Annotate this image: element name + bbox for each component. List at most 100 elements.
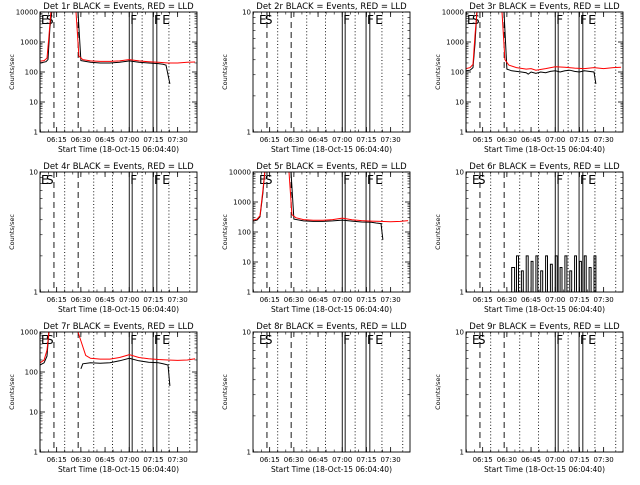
panel-title: Det 1r BLACK = Events, RED = LLD: [43, 2, 194, 12]
marker-label: E: [375, 333, 383, 347]
y-tick-label: 1: [34, 449, 38, 457]
x-tick-label: 06:15: [473, 136, 493, 144]
events-series-line: [503, 12, 597, 84]
marker-label: S: [478, 173, 486, 187]
panel-title: Det 3r BLACK = Events, RED = LLD: [469, 2, 620, 12]
marker-label: E: [259, 333, 267, 347]
y-tick-label: 10: [455, 99, 464, 107]
x-tick-label: 06:30: [71, 296, 91, 304]
y-tick-label: 100: [451, 69, 464, 77]
marker-label: F: [556, 333, 563, 347]
x-axis-label: Start Time (18-Oct-15 06:04:40): [484, 305, 605, 314]
marker-label: E: [41, 333, 49, 347]
panel-title: Det 7r BLACK = Events, RED = LLD: [43, 322, 194, 332]
y-tick-label: 100: [25, 369, 38, 377]
y-tick-label: 1: [34, 129, 38, 137]
x-tick-label: 07:15: [356, 456, 376, 464]
x-tick-label: 06:15: [260, 136, 280, 144]
panel-det-4r: Det 4r BLACK = Events, RED = LLD Counts/s…: [8, 162, 198, 314]
marker-label: E: [472, 333, 480, 347]
events-series-line: [77, 12, 171, 85]
y-tick-label: 1: [247, 289, 251, 297]
panel-title: Det 4r BLACK = Events, RED = LLD: [43, 162, 194, 172]
lld-series-line: [466, 12, 481, 70]
x-tick-label: 07:30: [381, 136, 401, 144]
x-axis-label: Start Time (18-Oct-15 06:04:40): [484, 145, 605, 154]
marker-label: F: [556, 173, 563, 187]
plot-frame: [39, 11, 198, 133]
x-tick-label: 06:15: [47, 456, 67, 464]
x-tick-label: 06:45: [521, 456, 541, 464]
marker-label: S: [478, 333, 486, 347]
marker-label: F: [580, 173, 587, 187]
panel-det-3r: Det 3r BLACK = Events, RED = LLD Counts/s…: [434, 2, 624, 154]
series-group: [466, 12, 622, 84]
marker-label: E: [375, 13, 383, 27]
panel-title: Det 2r BLACK = Events, RED = LLD: [256, 2, 407, 12]
marker-label: E: [259, 173, 267, 187]
lld-series-line: [40, 332, 53, 364]
x-tick-label: 06:45: [95, 296, 115, 304]
marker-label: F: [130, 333, 137, 347]
x-tick-label: 06:15: [47, 296, 67, 304]
panel-det-9r: Det 9r BLACK = Events, RED = LLD Counts/s…: [434, 322, 624, 474]
y-tick-label: 10: [242, 259, 251, 267]
marker-label: S: [46, 173, 54, 187]
y-tick-label: 1: [34, 289, 38, 297]
x-tick-label: 07:30: [168, 136, 188, 144]
x-tick-label: 07:30: [594, 456, 614, 464]
plot-frame: [39, 331, 198, 453]
marker-label: E: [162, 173, 170, 187]
y-axis-label: Counts/sec: [8, 374, 16, 410]
x-tick-label: 06:15: [473, 296, 493, 304]
x-axis-label: Start Time (18-Oct-15 06:04:40): [58, 465, 179, 474]
plot-frame: [39, 171, 198, 293]
lld-series-line: [40, 12, 59, 62]
y-tick-label: 10: [242, 329, 251, 337]
x-tick-label: 06:30: [284, 136, 304, 144]
x-tick-label: 07:15: [143, 456, 163, 464]
y-tick-label: 1000: [233, 199, 251, 207]
series-group: [40, 12, 196, 85]
panel-det-1r: Det 1r BLACK = Events, RED = LLD Counts/s…: [8, 2, 198, 154]
plot-frame: [252, 331, 411, 453]
x-tick-label: 07:00: [545, 456, 565, 464]
y-tick-label: 10: [455, 329, 464, 337]
marker-label: F: [154, 333, 161, 347]
x-tick-label: 06:30: [284, 456, 304, 464]
y-tick-label: 1000: [20, 329, 38, 337]
x-tick-label: 07:30: [594, 136, 614, 144]
events-series-line: [466, 12, 481, 72]
x-axis-label: Start Time (18-Oct-15 06:04:40): [58, 145, 179, 154]
panel-title: Det 8r BLACK = Events, RED = LLD: [256, 322, 407, 332]
y-tick-label: 1: [247, 129, 251, 137]
x-tick-label: 06:45: [95, 136, 115, 144]
x-axis-label: Start Time (18-Oct-15 06:04:40): [271, 305, 392, 314]
y-axis-label: Counts/sec: [434, 54, 442, 90]
y-tick-label: 10: [455, 169, 464, 177]
y-axis-label: Counts/sec: [221, 374, 229, 410]
marker-label: F: [343, 13, 350, 27]
x-tick-label: 06:30: [71, 136, 91, 144]
x-tick-label: 06:45: [308, 136, 328, 144]
plot-frame: [465, 171, 624, 293]
x-tick-label: 07:00: [119, 136, 139, 144]
panel-det-7r: Det 7r BLACK = Events, RED = LLD Counts/s…: [8, 322, 198, 474]
panel-title: Det 6r BLACK = Events, RED = LLD: [469, 162, 620, 172]
marker-label: F: [343, 173, 350, 187]
marker-label: F: [367, 13, 374, 27]
x-axis-label: Start Time (18-Oct-15 06:04:40): [271, 145, 392, 154]
plot-frame: [465, 331, 624, 453]
marker-label: F: [367, 333, 374, 347]
marker-label: E: [375, 173, 383, 187]
marker-label: E: [467, 13, 475, 27]
y-tick-label: 10000: [16, 9, 38, 17]
x-tick-label: 06:15: [260, 456, 280, 464]
marker-label: F: [154, 173, 161, 187]
marker-label: S: [265, 333, 273, 347]
x-tick-label: 07:00: [545, 136, 565, 144]
marker-label: E: [162, 13, 170, 27]
x-tick-label: 06:45: [521, 296, 541, 304]
